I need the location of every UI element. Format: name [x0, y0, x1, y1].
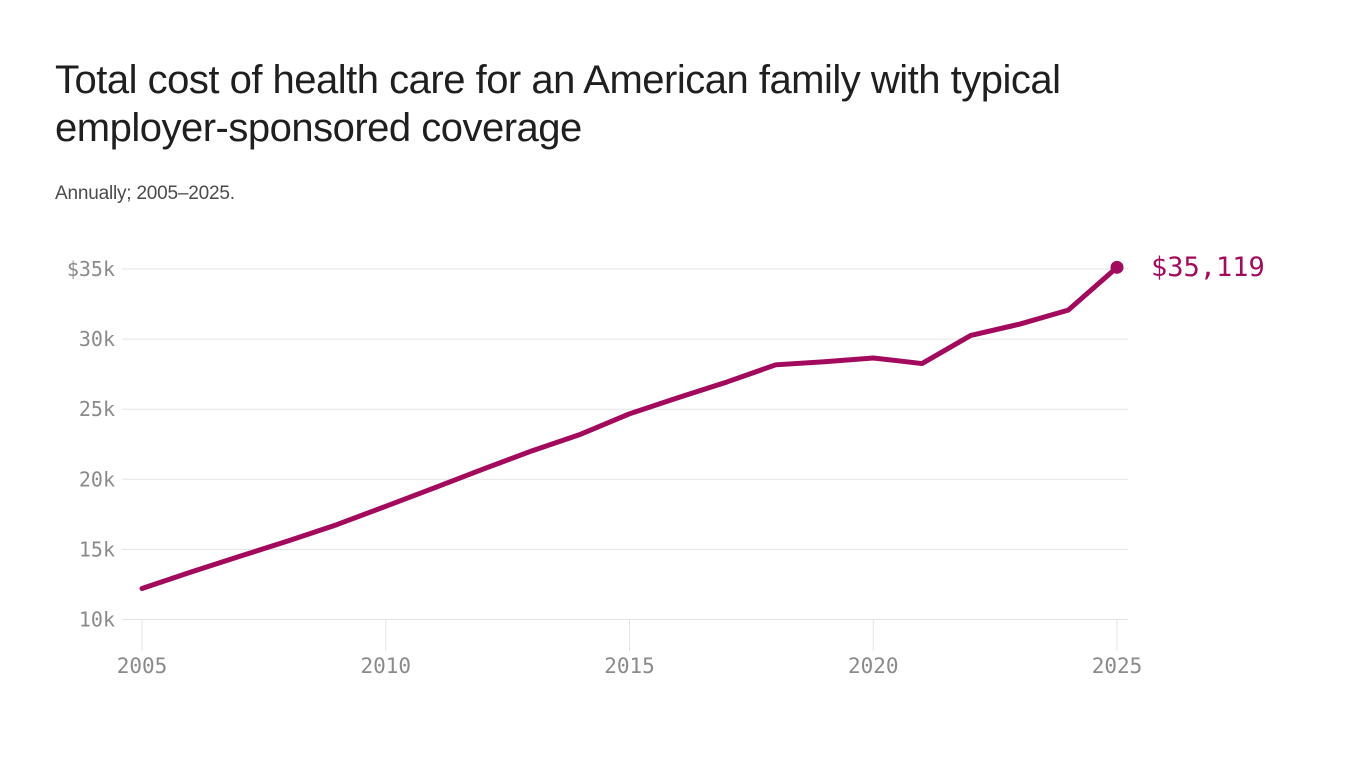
end-point-dot — [1110, 260, 1124, 274]
x-axis-label: 2015 — [604, 654, 655, 678]
y-axis-label: 25k — [79, 397, 115, 421]
y-axis-label: $35k — [67, 257, 115, 281]
x-axis-label: 2025 — [1092, 654, 1143, 678]
x-axis-label: 2010 — [360, 654, 411, 678]
chart-title-line1: Total cost of health care for an America… — [55, 58, 1061, 102]
y-axis-label: 20k — [79, 467, 115, 491]
chart-subtitle: Annually; 2005–2025. — [55, 183, 235, 204]
x-axis-label: 2005 — [117, 654, 168, 678]
y-axis-label: 30k — [79, 327, 115, 351]
x-axis-label: 2020 — [848, 654, 899, 678]
chart-title-line2: employer-sponsored coverage — [55, 106, 582, 150]
y-axis-label: 15k — [79, 537, 115, 561]
series-line — [139, 264, 1120, 591]
chart-title: Total cost of health care for an America… — [55, 56, 1335, 152]
end-value-label: $35,119 — [1151, 252, 1265, 283]
y-axis-label: 10k — [79, 608, 115, 632]
